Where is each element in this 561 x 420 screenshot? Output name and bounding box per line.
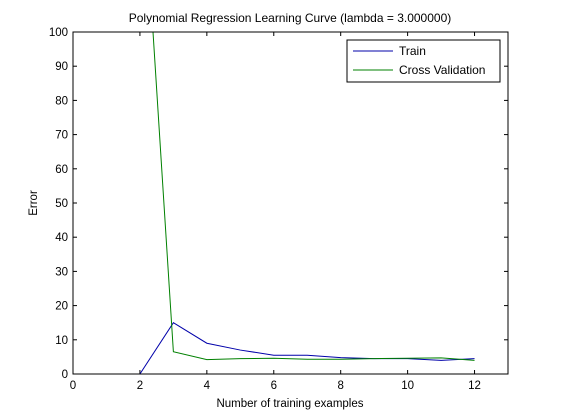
y-tick-label: 0 <box>62 369 68 381</box>
x-tick-label: 2 <box>137 380 143 392</box>
cv-series-line <box>152 32 475 361</box>
y-tick-label: 80 <box>55 95 68 107</box>
train-series-line <box>106 322 475 374</box>
legend-train-label: Train <box>399 44 426 58</box>
legend: Train Cross Validation <box>346 39 501 83</box>
y-tick-label: 100 <box>49 27 68 39</box>
y-tick-label: 30 <box>55 266 68 278</box>
x-tick-label: 0 <box>70 380 76 392</box>
series-layer <box>106 32 475 374</box>
x-tick-label: 10 <box>401 380 414 392</box>
legend-box <box>346 39 501 83</box>
chart-title: Polynomial Regression Learning Curve (la… <box>129 11 452 25</box>
y-tick-label: 90 <box>55 61 68 73</box>
y-tick-label: 40 <box>55 232 68 244</box>
x-tick-label: 8 <box>337 380 343 392</box>
y-tick-label: 70 <box>55 130 68 142</box>
y-tick-label: 20 <box>55 301 68 313</box>
y-axis-label: Error <box>28 190 40 216</box>
x-axis-label: Number of training examples <box>216 398 363 410</box>
y-tick-label: 10 <box>55 335 68 347</box>
x-tick-label: 12 <box>468 380 481 392</box>
plot-frame <box>72 31 509 375</box>
legend-cv-label: Cross Validation <box>399 63 485 77</box>
x-tick-label: 4 <box>204 380 211 392</box>
x-tick-label: 6 <box>271 380 277 392</box>
y-tick-label: 60 <box>55 164 68 176</box>
y-tick-label: 50 <box>55 198 68 210</box>
